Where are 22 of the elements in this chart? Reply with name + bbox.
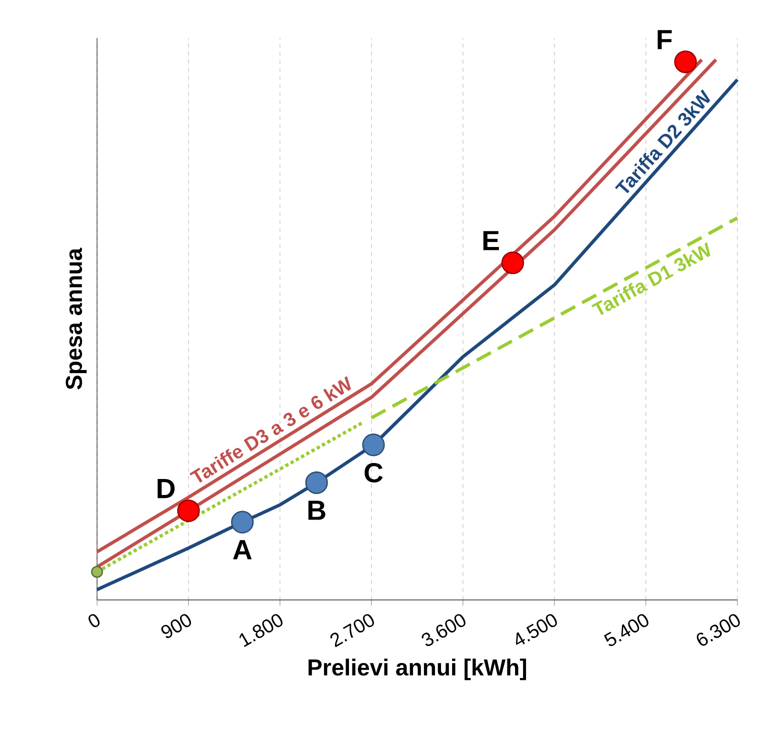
annotation: E: [483, 231, 499, 250]
text: Tariffa D1 3kW: [591, 242, 710, 316]
annotation: B: [308, 500, 326, 520]
x-tick-label: 0: [88, 614, 100, 628]
point: [674, 50, 697, 74]
x-tick-label: 900: [161, 614, 192, 638]
annotation: C: [364, 462, 383, 483]
annotation: F: [658, 30, 672, 50]
point: [231, 510, 254, 534]
x-tick-label: 5.400: [604, 614, 648, 646]
annotation: D: [158, 479, 175, 498]
point: [501, 251, 524, 274]
point: [91, 566, 104, 578]
x-tick-label: 3.600: [422, 614, 466, 646]
point: [177, 499, 200, 522]
annotation: A: [233, 540, 252, 560]
x-axis-title: Prelievi annui [kWh]: [308, 658, 526, 680]
point: [362, 434, 385, 456]
point: [305, 471, 328, 494]
y-axis-title: Spesa annua: [66, 248, 87, 390]
x-tick-label: 6.300: [696, 614, 740, 646]
x-tick-label: 4.500: [516, 614, 557, 645]
